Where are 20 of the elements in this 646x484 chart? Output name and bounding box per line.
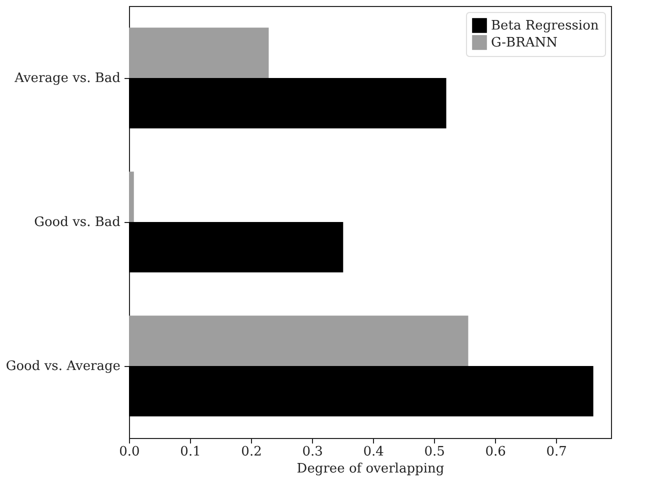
x-tick-label: 0.7	[546, 444, 567, 460]
x-tick-label: 0.1	[180, 444, 201, 460]
y-tick-label: Good vs. Bad	[34, 215, 120, 230]
legend-label: Beta Regression	[491, 18, 600, 34]
x-tick-label: 0.3	[302, 444, 323, 460]
y-tick-label: Good vs. Average	[6, 359, 121, 374]
x-tick-label: 0.6	[485, 444, 506, 460]
x-tick-label: 0.2	[241, 444, 262, 460]
bar	[129, 366, 594, 416]
bar	[129, 316, 468, 366]
bar	[129, 222, 344, 272]
x-tick-label: 0.0	[119, 444, 140, 460]
bar	[129, 28, 269, 78]
bar	[129, 78, 446, 128]
bar	[129, 172, 134, 222]
x-axis-title: Degree of overlapping	[296, 462, 444, 476]
y-tick-label: Average vs. Bad	[14, 71, 120, 86]
legend-label: G-BRANN	[491, 36, 558, 50]
x-tick-label: 0.4	[363, 444, 384, 460]
x-tick-label: 0.5	[424, 444, 445, 460]
